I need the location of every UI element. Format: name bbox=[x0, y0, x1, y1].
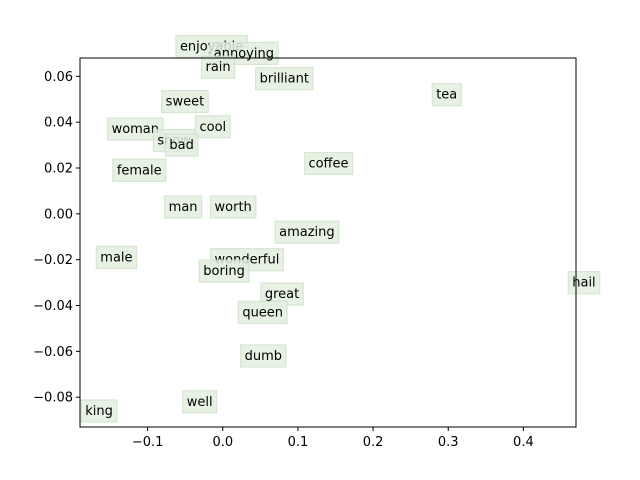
word-point-king: king bbox=[80, 399, 118, 423]
word-label: male bbox=[100, 250, 132, 265]
word-point-rain: rain bbox=[200, 55, 236, 79]
word-label: queen bbox=[242, 305, 283, 320]
axes-frame bbox=[79, 57, 577, 428]
x-tick-label: −0.1 bbox=[132, 435, 164, 450]
word-label-box bbox=[303, 151, 354, 176]
word-point-tea: tea bbox=[431, 83, 462, 107]
y-axis: −0.08 −0.06 −0.04 −0.02 0.00 0.02 0.04 0.06 bbox=[33, 70, 80, 406]
word-point-cool: cool bbox=[194, 115, 231, 139]
word-label-box bbox=[237, 300, 288, 325]
word-label: worth bbox=[215, 200, 252, 215]
word-label-box bbox=[164, 195, 203, 219]
word-point-female: female bbox=[112, 158, 167, 182]
y-tick-label: −0.08 bbox=[33, 391, 73, 406]
y-tick-label: −0.02 bbox=[33, 253, 73, 268]
word-label: coffee bbox=[308, 156, 348, 171]
y-tick-label: 0.04 bbox=[44, 116, 73, 131]
word-point-hail: hail bbox=[567, 271, 601, 295]
word-label-box bbox=[200, 55, 236, 79]
word-label-box bbox=[431, 83, 462, 107]
word-point-brilliant: brilliant bbox=[255, 67, 314, 91]
word-label: tea bbox=[436, 88, 457, 103]
word-label: brilliant bbox=[260, 72, 309, 87]
word-point-bad: bad bbox=[164, 133, 199, 157]
word-label-box bbox=[209, 195, 257, 219]
word-label: female bbox=[117, 163, 162, 178]
word-point-coffee: coffee bbox=[303, 151, 354, 176]
word-label-box bbox=[112, 158, 167, 182]
word-label-box bbox=[80, 399, 118, 423]
word-label: rain bbox=[206, 60, 231, 75]
word-label: man bbox=[169, 200, 198, 215]
word-label: cool bbox=[199, 120, 226, 135]
word-label-box bbox=[164, 133, 199, 157]
y-tick-label: 0.06 bbox=[44, 70, 73, 85]
word-label: great bbox=[265, 287, 299, 302]
word-label: woman bbox=[112, 122, 159, 137]
word-label-box bbox=[161, 89, 209, 114]
word-point-male: male bbox=[95, 245, 138, 270]
word-label: amazing bbox=[279, 225, 335, 240]
y-tick-label: 0.02 bbox=[44, 162, 73, 177]
plot-area: enjoyableannoyingrainbrilliantteasweetwo… bbox=[80, 34, 601, 423]
y-tick-label: −0.04 bbox=[33, 299, 73, 314]
word-point-boring: boring bbox=[198, 259, 250, 283]
word-label-box bbox=[95, 245, 138, 270]
word-label-box bbox=[194, 115, 231, 139]
word-label-box bbox=[198, 259, 250, 283]
word-label: boring bbox=[203, 264, 245, 279]
word-label: sweet bbox=[166, 95, 205, 110]
word-label-box bbox=[255, 67, 314, 91]
word-point-great: great bbox=[260, 282, 304, 306]
word-label: well bbox=[187, 395, 213, 410]
word-label-box bbox=[239, 344, 287, 368]
word-label: hail bbox=[572, 276, 595, 291]
word-point-well: well bbox=[182, 390, 218, 414]
y-tick-label: −0.06 bbox=[33, 345, 73, 360]
x-tick-label: 0.4 bbox=[513, 435, 534, 450]
word-label: dumb bbox=[245, 349, 282, 364]
word-label: bad bbox=[169, 138, 193, 153]
word-label: king bbox=[85, 404, 113, 419]
x-tick-label: 0.3 bbox=[438, 435, 459, 450]
x-tick-label: 0.1 bbox=[288, 435, 309, 450]
word-point-dumb: dumb bbox=[239, 344, 287, 368]
word-point-worth: worth bbox=[209, 195, 257, 219]
x-tick-label: 0.0 bbox=[212, 435, 233, 450]
word-point-woman: woman bbox=[106, 117, 164, 141]
word-label-box bbox=[274, 220, 340, 244]
x-axis: −0.1 0.0 0.1 0.2 0.3 0.4 bbox=[132, 427, 534, 450]
word-label-box bbox=[182, 390, 218, 414]
word-point-sweet: sweet bbox=[161, 89, 209, 114]
word-point-queen: queen bbox=[237, 300, 288, 325]
y-tick-label: 0.00 bbox=[44, 207, 73, 222]
word-point-man: man bbox=[164, 195, 203, 219]
word-point-amazing: amazing bbox=[274, 220, 340, 244]
x-tick-label: 0.2 bbox=[363, 435, 384, 450]
